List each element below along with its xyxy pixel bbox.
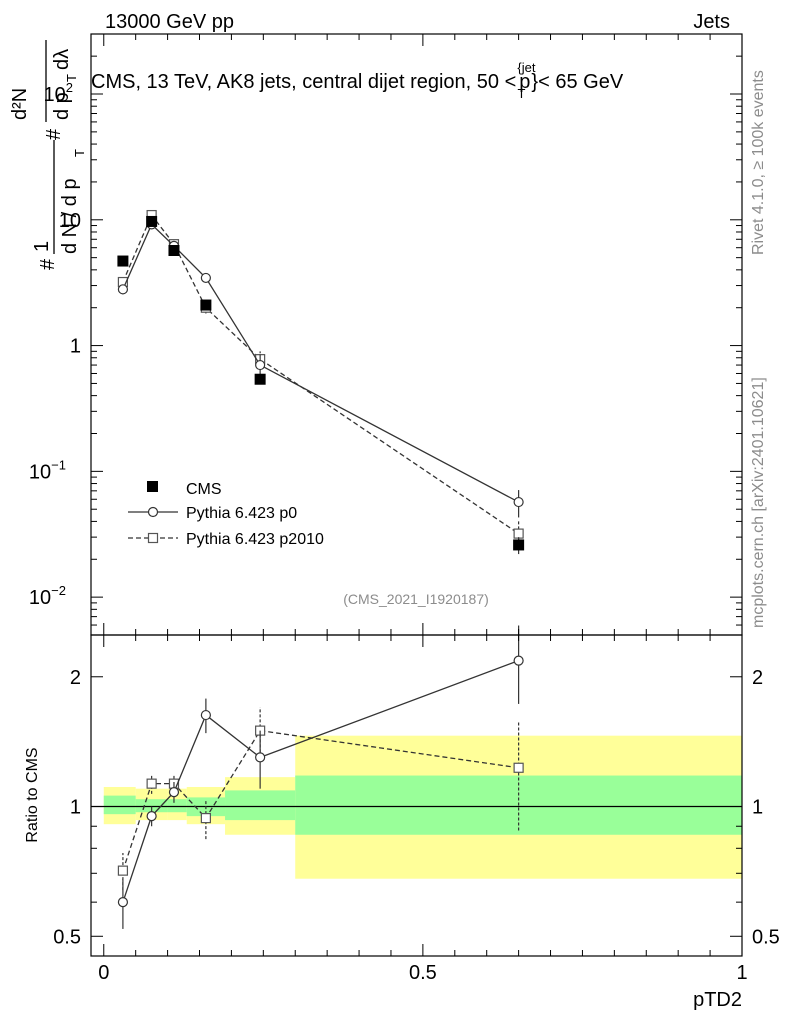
svg-text:T: T bbox=[64, 74, 79, 82]
ratio-p2010-point bbox=[200, 813, 211, 824]
legend-marker-p2010 bbox=[147, 532, 159, 544]
cms-point bbox=[513, 539, 525, 551]
main-axes: 102 10 1 10−1 10−2 bbox=[29, 33, 743, 636]
svg-text:d N / d p: d N / d p bbox=[59, 178, 81, 254]
ratio-axes: 0.5 0.51 12 20 0.5 1 bbox=[53, 635, 780, 984]
ratio-p2010-point bbox=[513, 762, 524, 773]
legend: CMS Pythia 6.423 p0 Pythia 6.423 p2010 bbox=[128, 481, 324, 548]
ratio-p0-point bbox=[146, 811, 157, 822]
plot-title: CMS, 13 TeV, AK8 jets, central dijet reg… bbox=[91, 60, 624, 101]
p0-point bbox=[255, 359, 266, 371]
p2010-line bbox=[122, 213, 519, 535]
ratio-y-tick-label-right: 1 bbox=[752, 797, 763, 819]
ratio-y-tick-label-right: 2 bbox=[752, 667, 763, 689]
ratio-p0-point bbox=[117, 897, 129, 908]
ratio-y-tick-label: 2 bbox=[70, 667, 81, 689]
ratio-p0-point bbox=[255, 752, 266, 763]
legend-marker-cms bbox=[147, 481, 158, 492]
ratio-p0-point bbox=[200, 709, 211, 721]
header-left: 13000 GeV pp bbox=[105, 11, 234, 33]
ratio-p2010-line bbox=[122, 729, 519, 871]
p2010-point bbox=[513, 528, 524, 539]
ratio-band-green bbox=[167, 799, 187, 813]
main-series bbox=[117, 209, 525, 555]
p0-point bbox=[513, 496, 524, 508]
svg-text:T: T bbox=[72, 149, 87, 157]
cms-point bbox=[200, 299, 212, 311]
main-y-tick-label: 102 bbox=[44, 80, 73, 106]
main-y-tick-label: 10−1 bbox=[29, 457, 66, 483]
legend-marker-p0 bbox=[147, 506, 159, 518]
main-y-tick-label: 10 bbox=[59, 210, 81, 232]
svg-text:d²N: d²N bbox=[9, 88, 31, 120]
analysis-watermark: (CMS_2021_I1920187) bbox=[343, 591, 489, 607]
ratio-p0-point bbox=[513, 655, 524, 666]
rivet-version-label: Rivet 4.1.0, ≥ 100k events bbox=[750, 70, 767, 255]
x-axis-label: pTD2 bbox=[693, 989, 742, 1011]
mcplots-label: mcplots.cern.ch [arXiv:2401.10621] bbox=[750, 377, 767, 628]
header-right: Jets bbox=[693, 11, 730, 33]
cms-point bbox=[146, 215, 158, 227]
svg-text:d p: d p bbox=[51, 92, 73, 120]
legend-label-p2010: Pythia 6.423 p2010 bbox=[186, 531, 324, 548]
ratio-band-green bbox=[225, 790, 296, 821]
p0-point bbox=[200, 272, 211, 284]
x-tick-label: 0 bbox=[98, 962, 109, 984]
x-tick-label: 1 bbox=[736, 962, 747, 984]
ratio-series bbox=[117, 625, 524, 929]
ratio-p2010-point bbox=[117, 865, 129, 876]
ratio-p0-line bbox=[122, 660, 519, 903]
legend-label-cms: CMS bbox=[186, 481, 222, 498]
ratio-plot-frame bbox=[90, 634, 743, 957]
cms-point bbox=[117, 255, 129, 267]
ratio-y-tick-label: 1 bbox=[70, 797, 81, 819]
ratio-p2010-point bbox=[146, 778, 157, 789]
main-y-tick-label: 10−2 bbox=[29, 583, 66, 609]
main-y-tick-label: 1 bbox=[70, 336, 81, 358]
ratio-p0-point bbox=[168, 787, 180, 798]
ratio-band-green bbox=[103, 795, 136, 815]
svg-text:dλ: dλ bbox=[51, 49, 73, 70]
ratio-y-tick-label-right: 0.5 bbox=[752, 926, 780, 948]
p0-line bbox=[122, 223, 519, 503]
svg-text:#: # bbox=[43, 128, 65, 140]
ratio-y-tick-label: 0.5 bbox=[53, 926, 81, 948]
cms-point bbox=[168, 244, 180, 256]
main-y-axis-label: # 1 d N / d p T # d²N d p T dλ bbox=[9, 40, 87, 270]
p0-point bbox=[117, 284, 129, 295]
ratio-y-axis-label: Ratio to CMS bbox=[24, 747, 41, 842]
legend-label-p0: Pythia 6.423 p0 bbox=[186, 505, 297, 522]
cms-point bbox=[254, 373, 266, 385]
x-tick-label: 0.5 bbox=[409, 962, 437, 984]
svg-text:#: # bbox=[37, 258, 59, 270]
svg-text:1: 1 bbox=[31, 241, 53, 252]
